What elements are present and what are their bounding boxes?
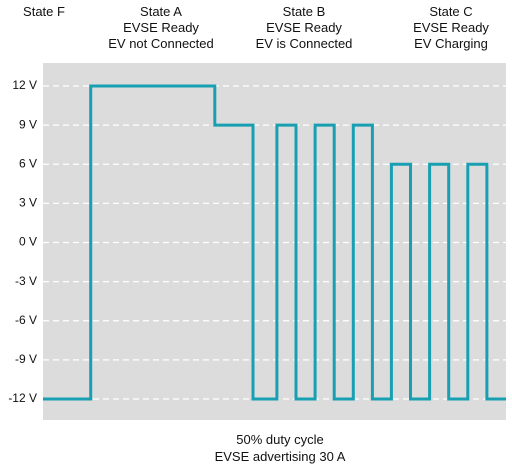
y-tick-label: -3 V: [15, 274, 37, 288]
state-label-line: EVSE Ready: [413, 20, 489, 35]
state-label-line: EVSE Ready: [123, 20, 199, 35]
plot-background: [43, 63, 506, 420]
state-label-line: State B: [283, 4, 326, 19]
state-label-line: EVSE Ready: [266, 20, 342, 35]
y-tick-label: 6 V: [19, 156, 37, 170]
y-tick-label: -9 V: [15, 352, 37, 366]
y-tick-label: 9 V: [19, 117, 37, 131]
y-tick-label: -6 V: [15, 313, 37, 327]
y-axis-ticks: 12 V 9 V 6 V 3 V 0 V -3 V -6 V -9 V -12 V: [8, 78, 37, 405]
state-label-line: EV is Connected: [256, 36, 353, 51]
annotation-duty-cycle: 50% duty cycle: [236, 432, 323, 447]
y-tick-label: -12 V: [8, 391, 37, 405]
state-label-line: State A: [140, 4, 182, 19]
y-tick-label: 12 V: [12, 78, 37, 92]
state-label-line: EV Charging: [414, 36, 488, 51]
state-label-line: State F: [23, 4, 65, 19]
state-label-line: EV not Connected: [108, 36, 214, 51]
state-label-line: State C: [429, 4, 472, 19]
y-tick-label: 0 V: [19, 235, 37, 249]
annotation-evse-advertising: EVSE advertising 30 A: [215, 449, 346, 464]
series-line: [43, 84, 506, 401]
series-layer: [43, 84, 506, 401]
y-tick-label: 3 V: [19, 196, 37, 210]
